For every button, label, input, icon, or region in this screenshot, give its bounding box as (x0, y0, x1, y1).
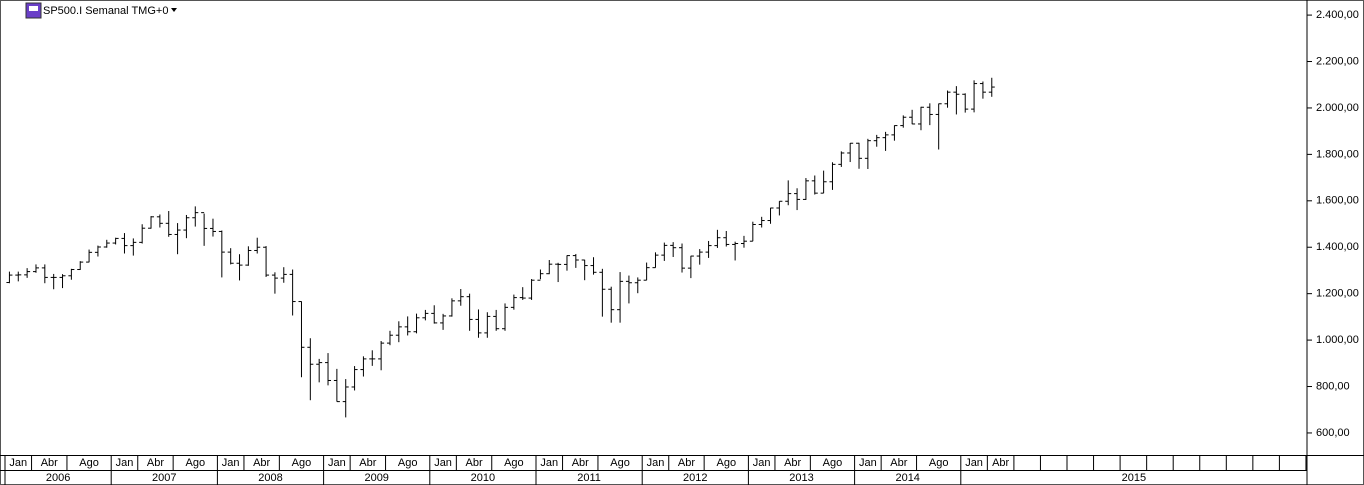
x-tick-label: Ago (823, 457, 843, 469)
y-tick-label: 1.600,00 (1316, 195, 1359, 207)
x-tick-label: Abr (465, 457, 482, 469)
y-tick-label: 2.200,00 (1316, 55, 1359, 67)
year-label: 2010 (471, 472, 495, 484)
year-label: 2013 (789, 472, 813, 484)
year-label: 2014 (895, 472, 919, 484)
y-tick-label: 1.000,00 (1316, 334, 1359, 346)
year-label: 2006 (46, 472, 70, 484)
x-tick-label: Ago (398, 457, 418, 469)
symbol-icon-detail (29, 6, 38, 11)
x-tick-label: Abr (890, 457, 907, 469)
year-label: 2007 (152, 472, 176, 484)
x-tick-label: Abr (572, 457, 589, 469)
x-tick-label: Ago (716, 457, 736, 469)
y-tick-label: 600,00 (1316, 427, 1350, 439)
y-tick-label: 1.400,00 (1316, 241, 1359, 253)
x-tick-label: Abr (147, 457, 164, 469)
x-tick-label: Ago (610, 457, 630, 469)
year-label: 2015 (1122, 472, 1146, 484)
x-tick-label: Jan (222, 457, 240, 469)
x-tick-label: Abr (992, 457, 1009, 469)
x-tick-label: Jan (753, 457, 771, 469)
x-tick-label: Jan (965, 457, 983, 469)
y-tick-label: 1.200,00 (1316, 288, 1359, 300)
year-label: 2012 (683, 472, 707, 484)
x-tick-label: Ago (504, 457, 524, 469)
y-tick-label: 2.000,00 (1316, 102, 1359, 114)
year-label: 2011 (577, 472, 601, 484)
x-tick-label: Ago (292, 457, 312, 469)
dropdown-arrow[interactable] (171, 8, 177, 12)
x-tick-label: Jan (434, 457, 452, 469)
x-tick-label: Jan (647, 457, 665, 469)
x-tick-label: Abr (253, 457, 270, 469)
x-tick-label: Jan (116, 457, 134, 469)
x-tick-label: Abr (41, 457, 58, 469)
x-tick-label: Ago (79, 457, 99, 469)
x-tick-label: Jan (540, 457, 558, 469)
x-tick-label: Ago (929, 457, 949, 469)
year-label: 2009 (364, 472, 388, 484)
x-tick-label: Abr (784, 457, 801, 469)
year-label: 2008 (258, 472, 282, 484)
x-tick-label: Abr (678, 457, 695, 469)
y-tick-label: 800,00 (1316, 380, 1350, 392)
x-tick-label: Jan (859, 457, 877, 469)
x-tick-label: Ago (185, 457, 205, 469)
x-tick-label: Jan (328, 457, 346, 469)
x-tick-label: Jan (9, 457, 27, 469)
y-tick-label: 1.800,00 (1316, 148, 1359, 160)
y-tick-label: 2.400,00 (1316, 9, 1359, 21)
chart-title[interactable]: SP500.I Semanal TMG+0 (43, 5, 168, 17)
x-tick-label: Abr (359, 457, 376, 469)
